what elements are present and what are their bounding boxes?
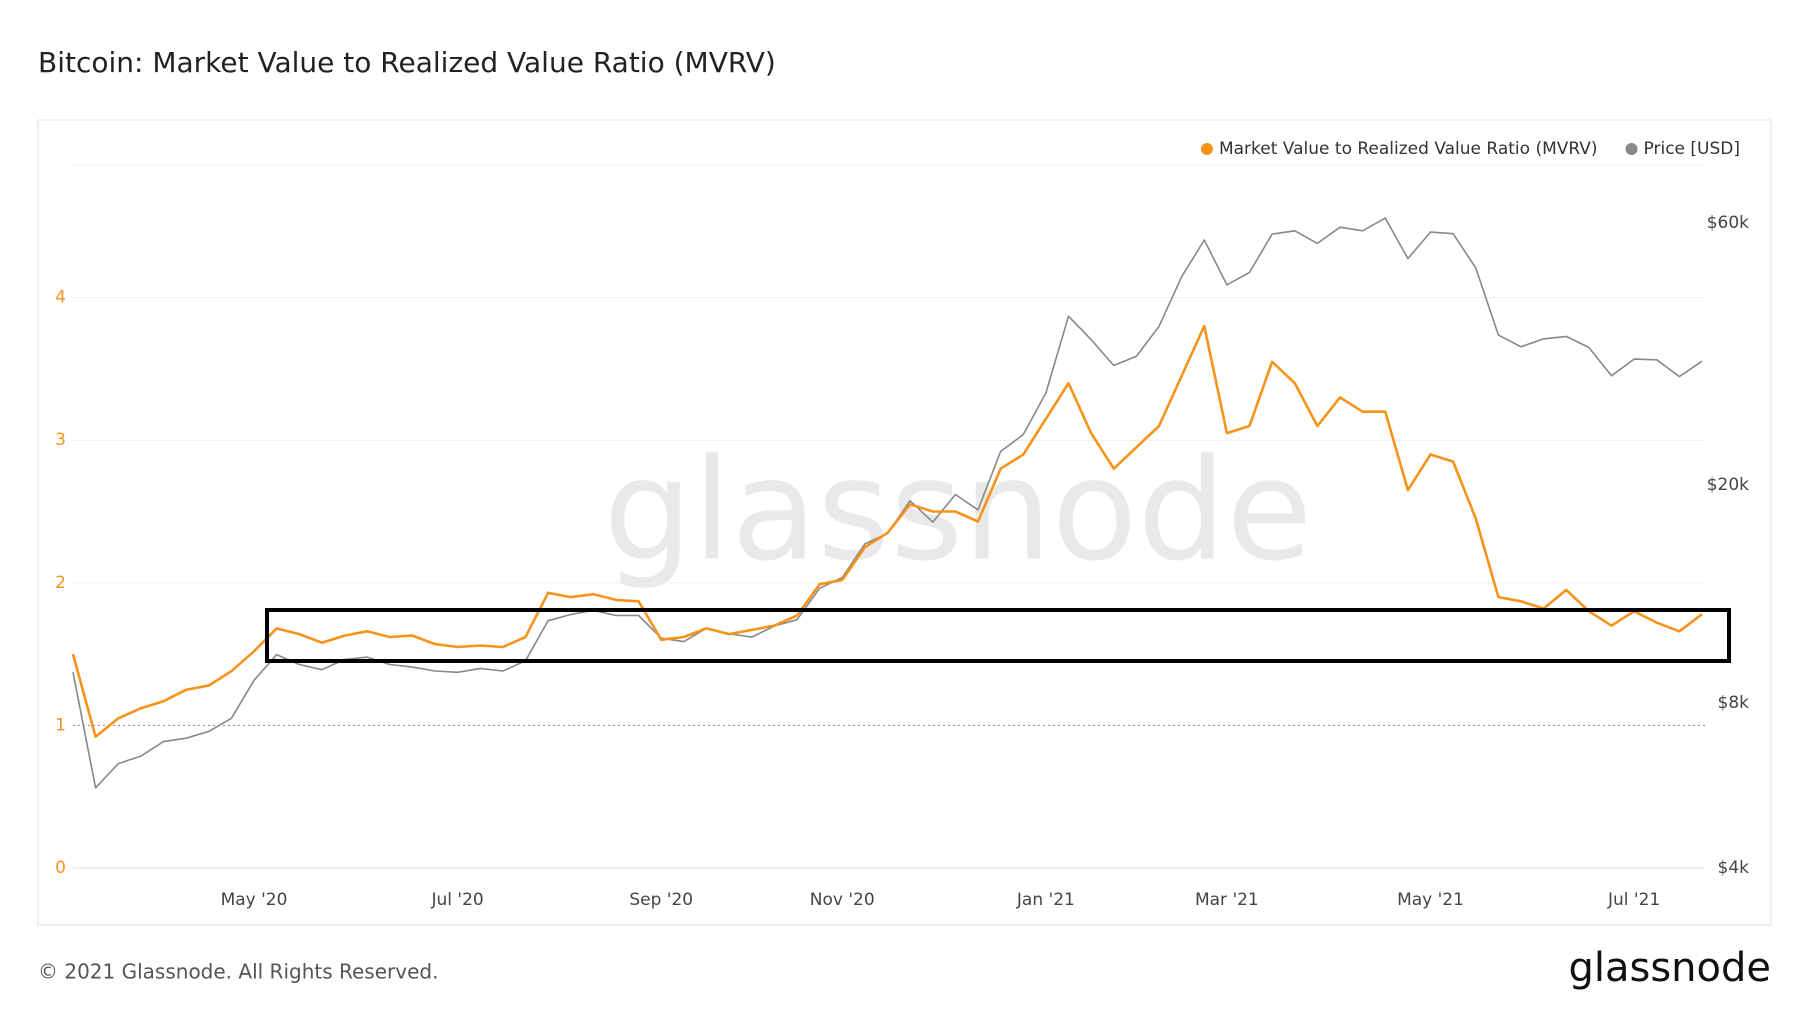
legend-label: Market Value to Realized Value Ratio (MV…: [1219, 139, 1598, 159]
y-tick-label: 4: [55, 288, 66, 308]
x-tick-label: May '21: [1397, 890, 1464, 910]
legend-swatch: [1200, 143, 1213, 155]
y2-tick-label: $8k: [1718, 693, 1750, 713]
series-line: [71, 324, 1703, 739]
x-tick-label: Nov '20: [810, 890, 875, 910]
y-tick-label: 2: [55, 573, 66, 593]
y2-tick-label: $20k: [1707, 475, 1749, 495]
legend-swatch: [1625, 143, 1638, 155]
y2-tick-label: $4k: [1718, 858, 1750, 878]
y-tick-label: 0: [55, 858, 66, 878]
y-tick-label: 3: [55, 430, 66, 450]
y2-tick-label: $60k: [1707, 213, 1749, 233]
panel: [37, 119, 1772, 926]
legend-label: Price [USD]: [1644, 139, 1740, 159]
watermark: glassnode: [604, 430, 1313, 593]
y-tick-label: 1: [55, 715, 66, 735]
chart-title: Bitcoin: Market Value to Realized Value …: [38, 46, 776, 79]
footer: © 2021 Glassnode. All Rights Reserved.: [38, 960, 438, 984]
logo: glassnode: [1568, 945, 1771, 991]
x-tick-label: Mar '21: [1195, 890, 1259, 910]
annotation-box: [265, 608, 1731, 663]
x-tick-label: Jan '21: [1016, 890, 1075, 910]
x-tick-label: Jul '20: [431, 890, 484, 910]
x-tick-label: Sep '20: [629, 890, 693, 910]
x-tick-label: Jul '21: [1607, 890, 1660, 910]
plot-area: 0 1 2 3 4 $4k $8k $20k $60k May '20 Jul '20 Sep '20…: [55, 139, 1749, 910]
x-tick-label: May '20: [221, 890, 288, 910]
